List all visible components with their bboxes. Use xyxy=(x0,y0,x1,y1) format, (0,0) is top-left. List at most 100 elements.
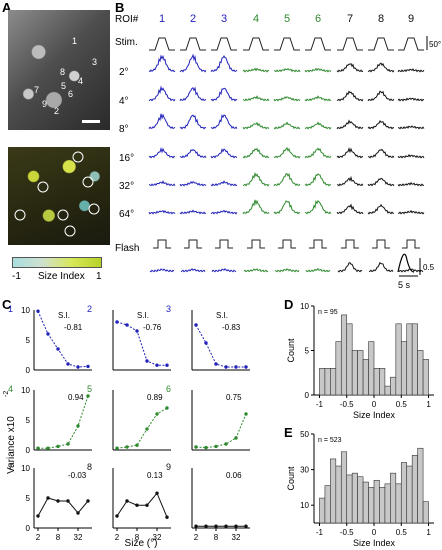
flash-response-2 xyxy=(180,268,206,273)
c-point-9-4 xyxy=(234,524,238,528)
c-point-5-5 xyxy=(165,406,169,410)
c-xtick-9-1: 8 xyxy=(214,533,219,542)
c-point-8-4 xyxy=(155,491,159,495)
response-trace-roi5-size3 xyxy=(273,146,301,159)
e-bar-5 xyxy=(346,474,353,524)
flash-stim-7 xyxy=(341,239,359,249)
d-bar-0 xyxy=(319,368,326,396)
stim-label: Stim. xyxy=(115,37,138,48)
response-trace-roi3-size2 xyxy=(210,114,238,130)
c-series-line-4 xyxy=(38,395,89,449)
c-point-4-1 xyxy=(46,446,50,450)
response-trace-roi8-size4 xyxy=(367,177,395,187)
response-trace-roi8-size1 xyxy=(367,90,395,102)
panel-b-traces: ROI# 1 2 3 4 5 6 7 8 9 Stim. 50° 2° 4° 8° 16° 32° 64° Flas… xyxy=(115,13,441,290)
e-bar-6 xyxy=(351,472,358,524)
e-bar-2 xyxy=(330,458,337,524)
e-ytick-1: 30 xyxy=(300,466,309,475)
c-point-7-5 xyxy=(86,499,90,503)
response-trace-roi4-size4 xyxy=(242,171,270,187)
e-bar-9 xyxy=(368,487,375,524)
e-bar-1 xyxy=(324,485,331,524)
colorbar-title: Size Index xyxy=(38,271,85,282)
c-subplot-id-1: 1 xyxy=(8,305,13,314)
c-point-3-4 xyxy=(234,365,238,369)
flash-response-7 xyxy=(337,262,363,273)
response-trace-roi2-size2 xyxy=(179,114,207,130)
roi-number-4: 4 xyxy=(253,13,259,25)
c-point-1-2 xyxy=(56,347,60,351)
c-ytick-5-4: 5 xyxy=(26,416,31,425)
roi-label-6: 6 xyxy=(68,89,73,99)
c-point-6-0 xyxy=(194,445,198,449)
response-trace-roi4-size1 xyxy=(242,95,270,102)
c-series-line-6 xyxy=(195,413,247,449)
c-point-3-3 xyxy=(224,365,228,369)
response-trace-roi3-size3 xyxy=(210,148,238,159)
response-trace-roi7-size0 xyxy=(336,63,364,73)
e-xtick-4: 1 xyxy=(426,528,431,537)
size-index-colorbar xyxy=(12,257,102,268)
e-bar-15 xyxy=(400,462,408,524)
response-trace-roi9-size5 xyxy=(398,209,425,215)
c-si-value-3: -0.83 xyxy=(222,323,241,332)
response-trace-roi5-size2 xyxy=(273,121,301,130)
c-point-2-4 xyxy=(155,363,159,367)
roi-label-5: 5 xyxy=(61,81,66,91)
e-bar-13 xyxy=(390,472,397,524)
size-label-1: 4° xyxy=(119,96,129,107)
d-ylabel: Count xyxy=(286,338,296,363)
d-bar-12 xyxy=(384,385,391,396)
d-ytick-0: 0 xyxy=(305,391,310,400)
c-subplot-id-4: 4 xyxy=(8,384,13,394)
c-si-value-4: 0.94 xyxy=(68,393,84,402)
d-bar-18 xyxy=(417,350,424,396)
panel-letter-c: C xyxy=(2,297,12,312)
flash-response-6 xyxy=(305,267,331,273)
roi-label-9: 9 xyxy=(42,99,47,109)
c-point-1-3 xyxy=(66,362,70,366)
flash-stim-4 xyxy=(247,239,265,249)
c-ytick-5-1: 5 xyxy=(26,336,31,345)
response-trace-roi4-size3 xyxy=(242,147,270,159)
c-point-2-5 xyxy=(165,363,169,367)
response-trace-roi5-size0 xyxy=(273,67,301,73)
c-si-value-5: 0.89 xyxy=(147,393,163,402)
d-ytick-1: 5 xyxy=(305,347,310,356)
c-si-label-1: S.I. xyxy=(58,311,70,320)
colorbar-min: -1 xyxy=(12,271,21,282)
c-point-3-0 xyxy=(194,323,198,327)
response-trace-roi5-size1 xyxy=(273,96,301,102)
c-point-4-5 xyxy=(86,394,90,398)
c-ylabel: Variance x10 xyxy=(6,416,17,474)
c-point-6-3 xyxy=(224,442,228,446)
size-index-map xyxy=(8,147,110,245)
stim-trace-1 xyxy=(149,37,175,51)
flash-stim-3 xyxy=(215,239,233,249)
c-xlabel: Size (°) xyxy=(125,538,158,549)
e-bar-18 xyxy=(417,447,424,524)
response-trace-roi1-size3 xyxy=(148,147,176,159)
roi-label-7: 7 xyxy=(34,85,39,95)
c-point-1-1 xyxy=(46,332,50,336)
c-point-1-0 xyxy=(36,309,40,313)
d-bar-2 xyxy=(330,368,337,396)
response-trace-roi9-size2 xyxy=(397,125,425,130)
d-bar-9 xyxy=(368,341,375,396)
roi-number-2: 2 xyxy=(190,13,196,25)
e-bar-4 xyxy=(340,451,348,524)
c-ylabel-exponent: -2 xyxy=(3,391,10,397)
roi-number-7: 7 xyxy=(347,13,353,25)
c-subplot-id-3: 3 xyxy=(166,305,171,314)
stim-trace-2 xyxy=(180,37,206,51)
response-trace-roi2-size4 xyxy=(179,181,207,187)
response-trace-roi3-size5 xyxy=(210,209,238,215)
d-bar-14 xyxy=(395,323,402,396)
e-ylabel: Count xyxy=(286,466,296,491)
response-trace-roi1-size1 xyxy=(148,85,176,102)
c-point-1-4 xyxy=(76,365,80,369)
flash-label: Flash xyxy=(115,243,139,254)
e-ytick-2: 50 xyxy=(300,430,309,439)
e-xlabel: Size Index xyxy=(353,538,396,548)
c-si-value-7: -0.03 xyxy=(68,471,87,480)
